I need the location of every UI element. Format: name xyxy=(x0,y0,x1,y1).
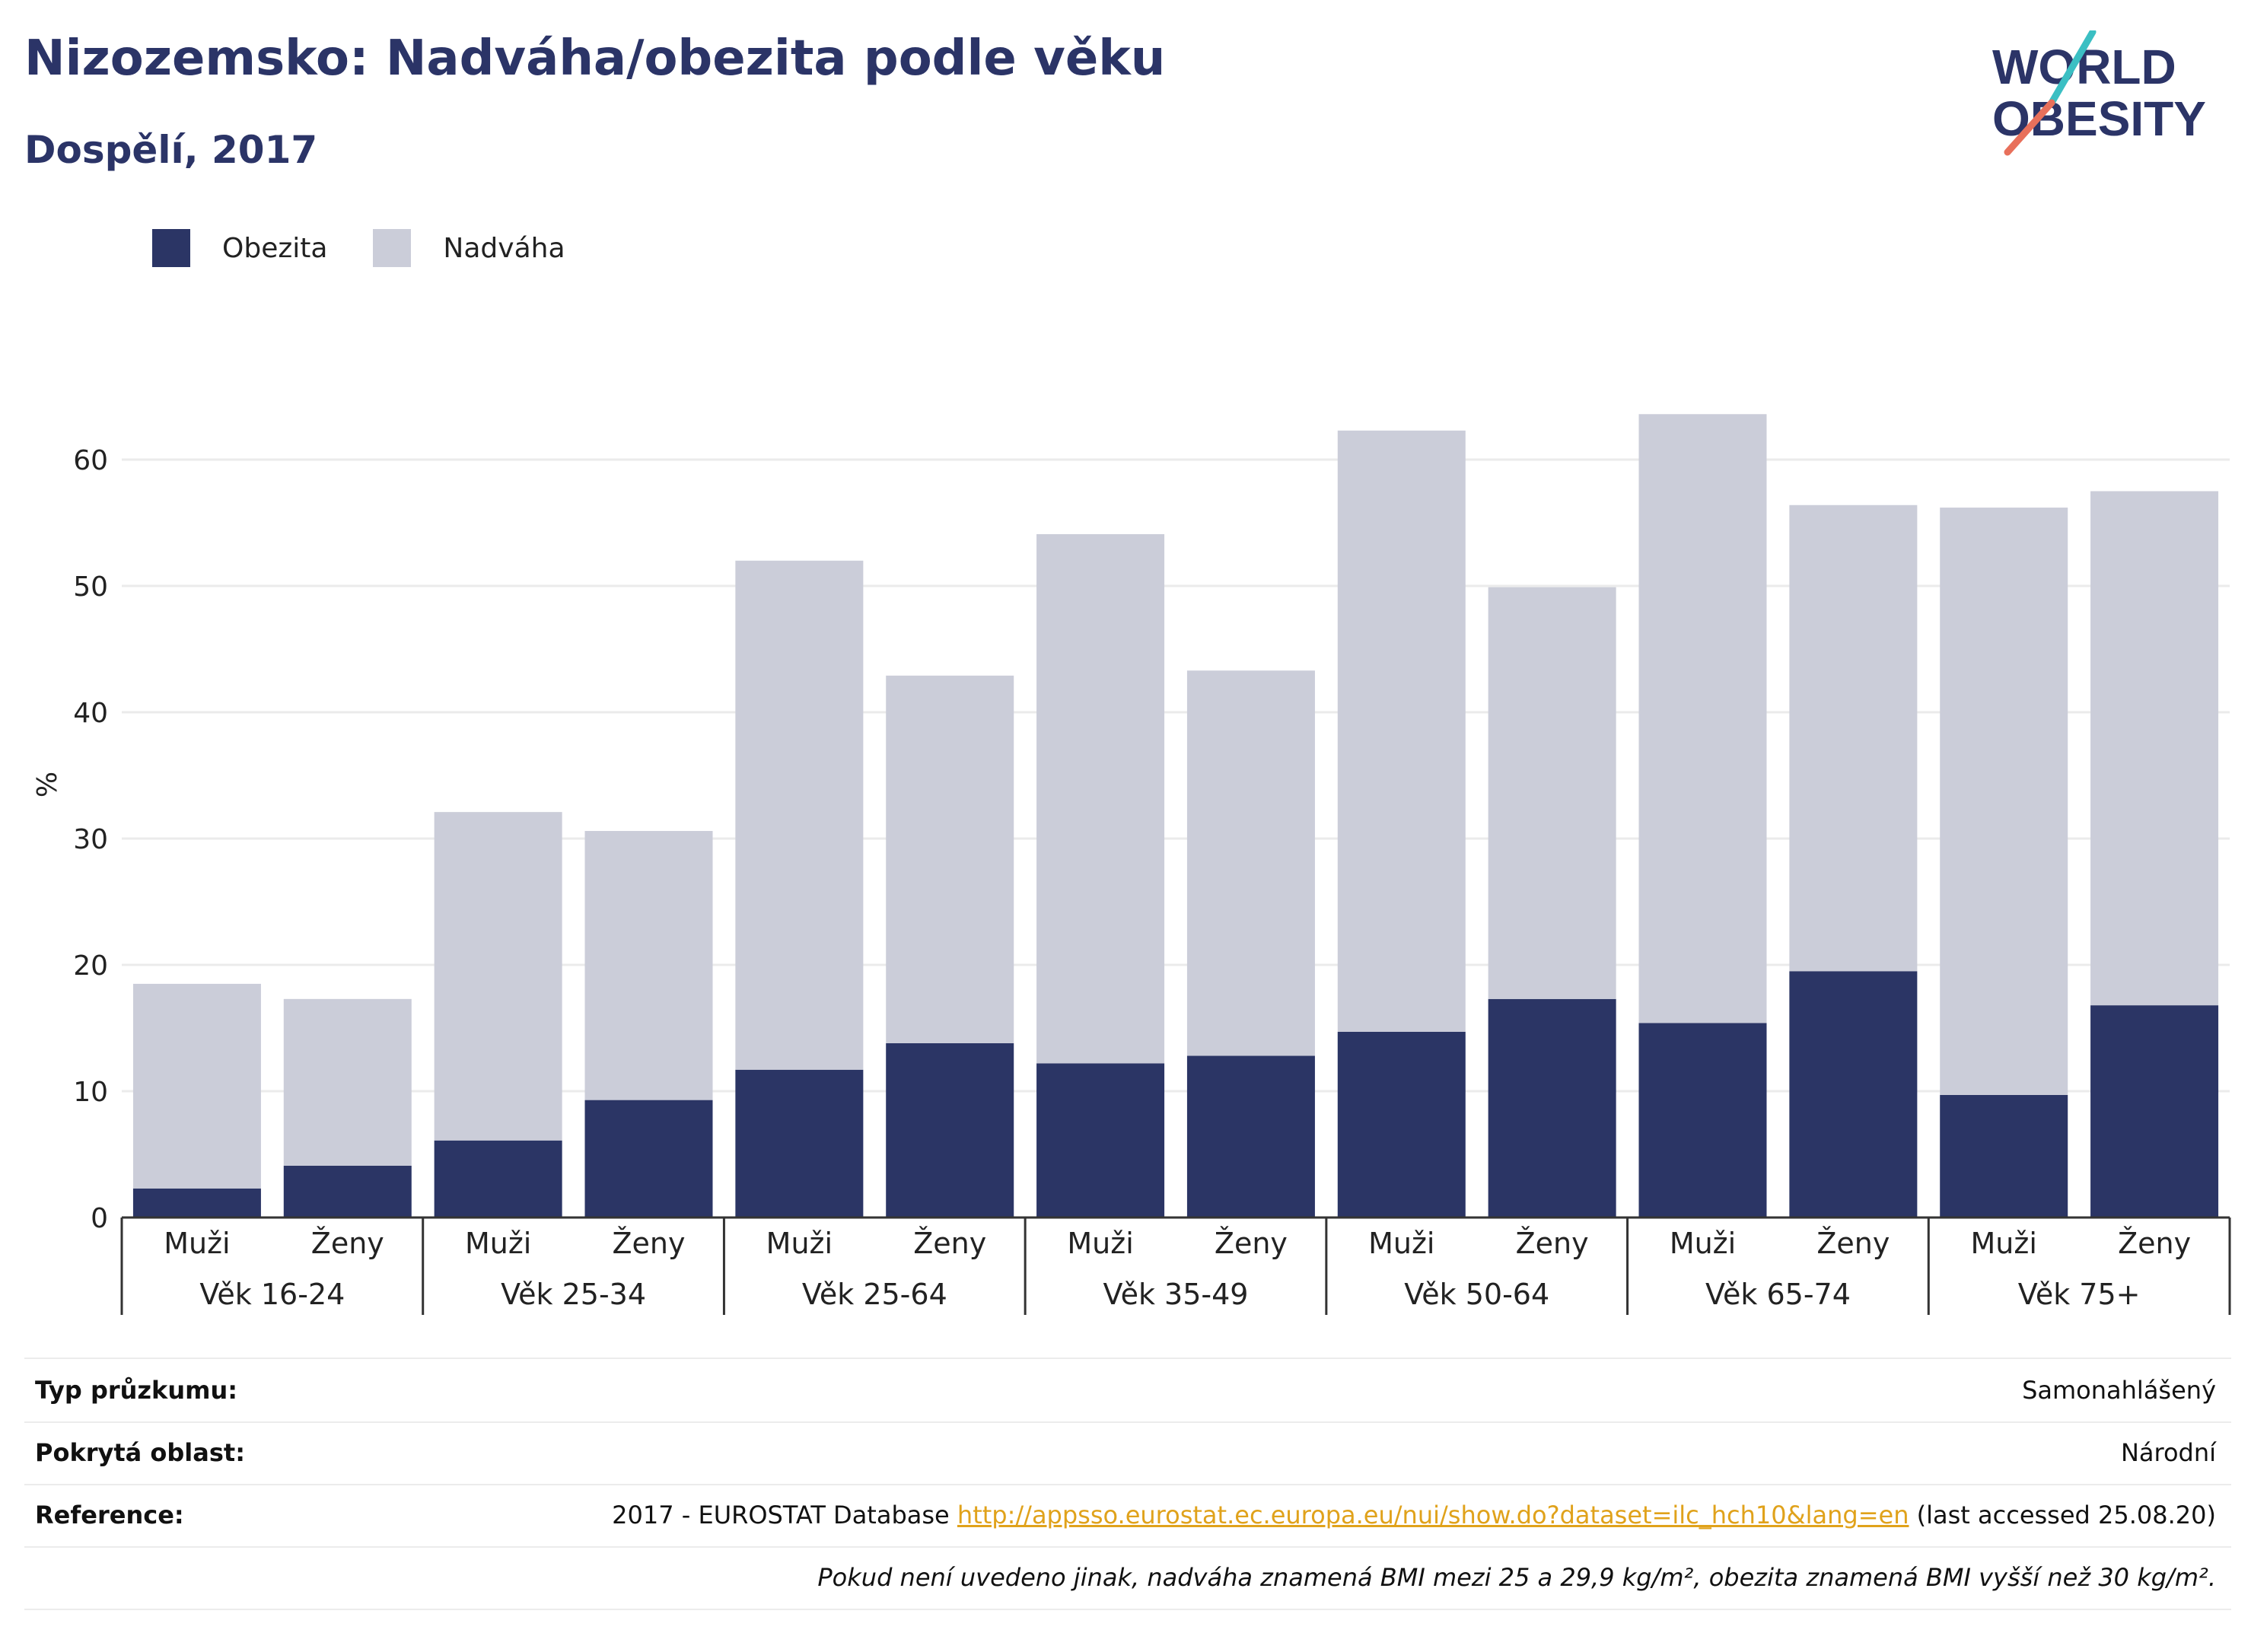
bar-nadvaha xyxy=(2090,491,2219,1006)
x-sub-tick-label: Ženy xyxy=(1816,1227,1890,1260)
y-axis-label: % xyxy=(32,772,63,797)
chart-legend: Obezita Nadváha xyxy=(152,227,611,269)
bar-obezita xyxy=(1036,1063,1165,1218)
chart-subtitle: Dospělí, 2017 xyxy=(24,128,318,172)
logo-slash-coral xyxy=(2004,99,2055,156)
info-row-note: Pokud není uvedeno jinak, nadváha znamen… xyxy=(24,1546,2231,1610)
bar-nadvaha xyxy=(735,560,864,1070)
bar-nadvaha xyxy=(1638,414,1767,1023)
x-sub-tick-label: Muži xyxy=(766,1227,833,1260)
logo-slash-teal xyxy=(2048,30,2097,107)
x-sub-tick-label: Muži xyxy=(1067,1227,1133,1260)
legend-swatch-obesity xyxy=(152,229,190,267)
x-sub-tick-label: Ženy xyxy=(1516,1227,1589,1260)
x-sub-tick-label: Ženy xyxy=(613,1227,686,1260)
bar-nadvaha xyxy=(1488,587,1616,999)
x-group-label: Věk 25-64 xyxy=(802,1278,947,1311)
x-sub-tick-label: Ženy xyxy=(1215,1227,1288,1260)
info-reference-value: 2017 - EUROSTAT Database http://appsso.e… xyxy=(612,1501,2216,1529)
legend-item-overweight: Nadváha xyxy=(373,229,565,267)
x-sub-tick-label: Muži xyxy=(465,1227,531,1260)
bar-nadvaha xyxy=(886,675,1014,1043)
legend-swatch-overweight xyxy=(373,229,412,267)
chart-title: Nizozemsko: Nadváha/obezita podle věku xyxy=(24,30,1166,87)
x-group-label: Věk 16-24 xyxy=(199,1278,345,1311)
bar-obezita xyxy=(1337,1031,1466,1218)
bar-obezita xyxy=(886,1042,1014,1218)
x-sub-tick-label: Ženy xyxy=(913,1227,986,1260)
info-area-label: Pokrytá oblast: xyxy=(35,1438,245,1467)
bar-obezita xyxy=(2090,1005,2219,1218)
world-obesity-logo: WORLD OBESITY xyxy=(1992,30,2206,156)
reference-suffix: (last accessed 25.08.20) xyxy=(1916,1501,2216,1529)
info-reference-label: Reference: xyxy=(35,1501,184,1529)
bar-nadvaha xyxy=(1940,508,2068,1095)
y-tick-label: 20 xyxy=(73,950,108,982)
bar-obezita xyxy=(735,1069,864,1218)
bar-nadvaha xyxy=(1036,533,1165,1064)
bar-nadvaha xyxy=(584,831,713,1100)
info-survey-value: Samonahlášený xyxy=(2022,1376,2216,1405)
x-sub-tick-label: Muži xyxy=(1670,1227,1736,1260)
bar-nadvaha xyxy=(434,812,562,1141)
x-sub-tick-label: Ženy xyxy=(2118,1227,2191,1260)
bar-obezita xyxy=(1789,971,1918,1218)
bar-nadvaha xyxy=(132,983,261,1189)
bar-obezita xyxy=(1940,1094,2068,1218)
bar-chart: 0 10 20 30 40 50 60% Muži Ženy Věk 16-24 Muži Ženy V… xyxy=(32,414,2231,1315)
reference-link[interactable]: http://appsso.eurostat.ec.europa.eu/nui/… xyxy=(957,1501,1909,1529)
info-row-reference: Reference: 2017 - EUROSTAT Database http… xyxy=(24,1484,2231,1548)
legend-label-obesity: Obezita xyxy=(222,232,328,264)
x-group-label: Věk 50-64 xyxy=(1404,1278,1549,1311)
y-tick-label: 0 xyxy=(91,1203,108,1234)
y-tick-label: 40 xyxy=(73,698,108,729)
x-group-label: Věk 25-34 xyxy=(501,1278,646,1311)
bar-obezita xyxy=(1186,1055,1315,1218)
reference-prefix: 2017 - EUROSTAT Database xyxy=(612,1501,950,1529)
bar-nadvaha xyxy=(1337,430,1466,1032)
logo-line2: OBESITY xyxy=(1992,91,2206,146)
x-sub-tick-label: Muži xyxy=(164,1227,230,1260)
y-tick-label: 50 xyxy=(73,571,108,603)
bar-nadvaha xyxy=(1186,670,1315,1056)
x-sub-tick-label: Ženy xyxy=(311,1227,384,1260)
y-tick-label: 30 xyxy=(73,824,108,855)
bar-nadvaha xyxy=(283,998,412,1166)
x-sub-tick-label: Muži xyxy=(1971,1227,2037,1260)
x-group-label: Věk 65-74 xyxy=(1705,1278,1851,1311)
x-group-label: Věk 35-49 xyxy=(1103,1278,1249,1311)
bar-obezita xyxy=(1638,1023,1767,1218)
info-table-top-border xyxy=(24,1358,2231,1359)
x-sub-tick-label: Muži xyxy=(1368,1227,1434,1260)
y-tick-label: 10 xyxy=(73,1077,108,1108)
x-group-label: Věk 75+ xyxy=(2018,1278,2141,1311)
bar-nadvaha xyxy=(1789,505,1918,972)
info-survey-label: Typ průzkumu: xyxy=(35,1376,238,1405)
bar-obezita xyxy=(584,1100,713,1218)
bar-obezita xyxy=(132,1188,261,1218)
legend-label-overweight: Nadváha xyxy=(443,232,565,264)
bar-obezita xyxy=(434,1140,562,1218)
info-note: Pokud není uvedeno jinak, nadváha znamen… xyxy=(817,1563,2216,1592)
y-tick-label: 60 xyxy=(73,445,108,476)
info-row-area: Pokrytá oblast: Národní xyxy=(24,1421,2231,1485)
bar-obezita xyxy=(1488,998,1616,1218)
legend-item-obesity: Obezita xyxy=(152,229,327,267)
info-row-survey: Typ průzkumu: Samonahlášený xyxy=(24,1359,2231,1423)
bar-obezita xyxy=(283,1165,412,1218)
info-area-value: Národní xyxy=(2120,1438,2216,1467)
